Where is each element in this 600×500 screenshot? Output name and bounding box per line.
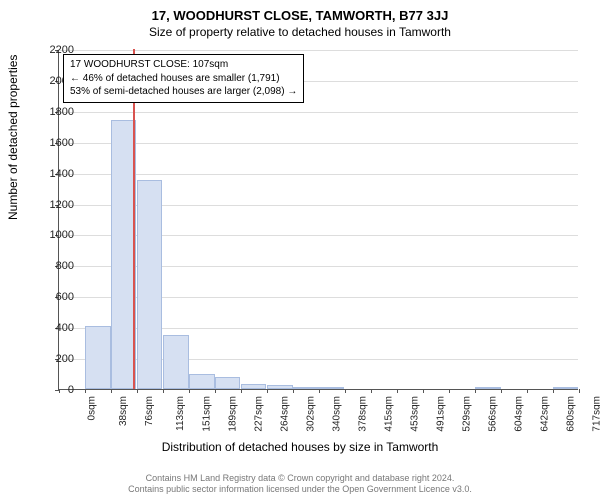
x-tick-mark [267, 389, 268, 393]
y-tick-label: 1800 [34, 106, 74, 118]
x-tick-label: 529sqm [462, 396, 473, 432]
x-tick-mark [163, 389, 164, 393]
x-tick-label: 680sqm [566, 396, 577, 432]
histogram-bar [85, 326, 111, 389]
gridline [59, 174, 578, 175]
x-tick-label: 189sqm [228, 396, 239, 432]
x-tick-mark [111, 389, 112, 393]
x-tick-label: 415sqm [383, 396, 394, 432]
x-tick-label: 604sqm [514, 396, 525, 432]
y-tick-label: 0 [34, 384, 74, 396]
page-subtitle: Size of property relative to detached ho… [0, 23, 600, 45]
y-tick-label: 800 [34, 260, 74, 272]
x-tick-mark [189, 389, 190, 393]
x-tick-mark [475, 389, 476, 393]
gridline [59, 143, 578, 144]
y-tick-label: 400 [34, 322, 74, 334]
y-tick-label: 200 [34, 353, 74, 365]
x-tick-mark [527, 389, 528, 393]
x-tick-mark [449, 389, 450, 393]
x-tick-mark [501, 389, 502, 393]
gridline [59, 112, 578, 113]
x-tick-label: 0sqm [86, 396, 97, 420]
info-line-1: 17 WOODHURST CLOSE: 107sqm [70, 58, 297, 72]
histogram-bar [241, 384, 267, 389]
x-tick-label: 717sqm [591, 396, 600, 432]
x-tick-label: 76sqm [144, 396, 155, 426]
x-tick-label: 151sqm [202, 396, 213, 432]
footer-attribution: Contains HM Land Registry data © Crown c… [0, 473, 600, 496]
info-box: 17 WOODHURST CLOSE: 107sqm ← 46% of deta… [63, 54, 304, 103]
x-tick-label: 378sqm [358, 396, 369, 432]
histogram-bar [163, 335, 189, 389]
chart-area: 17 WOODHURST CLOSE: 107sqm ← 46% of deta… [58, 50, 578, 390]
histogram-bar [189, 374, 215, 389]
page-title: 17, WOODHURST CLOSE, TAMWORTH, B77 3JJ [0, 0, 600, 23]
x-tick-mark [397, 389, 398, 393]
x-tick-mark [423, 389, 424, 393]
x-tick-label: 302sqm [306, 396, 317, 432]
y-tick-label: 1200 [34, 199, 74, 211]
histogram-bar [475, 387, 501, 389]
y-tick-label: 1000 [34, 229, 74, 241]
histogram-bar [215, 377, 240, 389]
x-tick-mark [371, 389, 372, 393]
x-tick-label: 113sqm [175, 396, 186, 431]
x-tick-label: 227sqm [254, 396, 265, 432]
y-tick-label: 600 [34, 291, 74, 303]
histogram-bar [293, 387, 319, 389]
x-tick-label: 491sqm [436, 396, 447, 432]
info-line-2: ← 46% of detached houses are smaller (1,… [70, 72, 297, 86]
footer-line-1: Contains HM Land Registry data © Crown c… [0, 473, 600, 485]
x-tick-label: 566sqm [487, 396, 498, 432]
x-tick-mark [85, 389, 86, 393]
histogram-bar [137, 180, 163, 389]
histogram-bar [553, 387, 579, 389]
y-axis-label: Number of detached properties [6, 55, 20, 220]
x-tick-mark [241, 389, 242, 393]
x-tick-label: 38sqm [118, 396, 129, 426]
x-tick-mark [293, 389, 294, 393]
x-tick-label: 264sqm [279, 396, 290, 432]
x-tick-mark [579, 389, 580, 393]
x-tick-mark [215, 389, 216, 393]
histogram-bar [267, 385, 293, 389]
y-tick-label: 1400 [34, 168, 74, 180]
x-tick-mark [553, 389, 554, 393]
gridline [59, 50, 578, 51]
x-tick-label: 453sqm [410, 396, 421, 432]
x-tick-label: 642sqm [540, 396, 551, 432]
x-tick-mark [345, 389, 346, 393]
histogram-bar [319, 387, 344, 389]
info-line-3: 53% of semi-detached houses are larger (… [70, 85, 297, 99]
x-axis-label: Distribution of detached houses by size … [0, 440, 600, 454]
footer-line-2: Contains public sector information licen… [0, 484, 600, 496]
y-tick-label: 1600 [34, 137, 74, 149]
x-tick-mark [137, 389, 138, 393]
x-tick-label: 340sqm [332, 396, 343, 432]
x-tick-mark [319, 389, 320, 393]
plot-area: 17 WOODHURST CLOSE: 107sqm ← 46% of deta… [58, 50, 578, 390]
